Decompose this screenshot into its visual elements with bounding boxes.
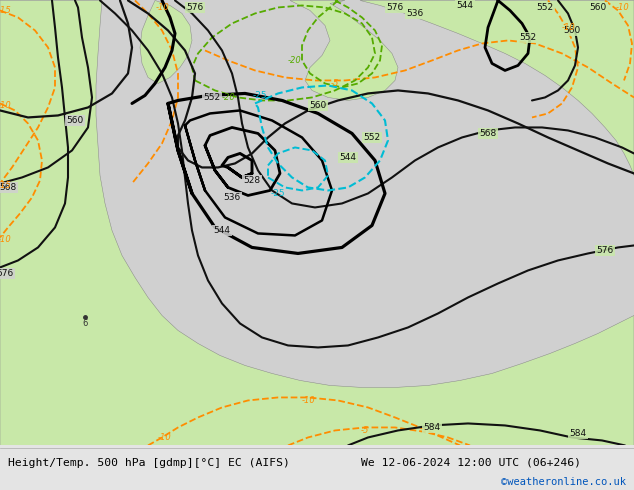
Text: 584: 584	[424, 423, 441, 432]
Text: 576: 576	[0, 269, 13, 278]
Polygon shape	[140, 0, 192, 83]
Ellipse shape	[75, 363, 81, 367]
Text: 560: 560	[309, 101, 327, 110]
Text: -25: -25	[253, 91, 268, 100]
Text: 552: 552	[204, 93, 221, 102]
Text: -10: -10	[0, 235, 12, 244]
Text: -15: -15	[0, 181, 12, 190]
Text: -25: -25	[271, 189, 285, 198]
Text: 528: 528	[243, 176, 261, 185]
Text: 552: 552	[536, 3, 553, 12]
Text: 6: 6	[82, 319, 87, 328]
Text: 544: 544	[214, 226, 231, 235]
Text: 576: 576	[186, 3, 204, 12]
Text: -10: -10	[615, 3, 629, 12]
Ellipse shape	[76, 344, 88, 352]
Text: 544: 544	[456, 1, 474, 10]
Polygon shape	[0, 0, 634, 445]
Text: Height/Temp. 500 hPa [gdmp][°C] EC (AIFS): Height/Temp. 500 hPa [gdmp][°C] EC (AIFS…	[8, 458, 290, 467]
Text: 568: 568	[479, 129, 496, 138]
Text: 536: 536	[406, 9, 424, 18]
Text: 560: 560	[590, 3, 607, 12]
Ellipse shape	[64, 355, 72, 360]
Text: -10: -10	[0, 101, 12, 110]
Polygon shape	[290, 0, 398, 100]
Text: -20: -20	[221, 93, 235, 102]
Text: -10: -10	[301, 396, 315, 405]
Text: 552: 552	[519, 33, 536, 42]
Text: -20: -20	[288, 56, 302, 65]
Text: 568: 568	[0, 183, 16, 192]
Text: ©weatheronline.co.uk: ©weatheronline.co.uk	[501, 477, 626, 487]
Text: -5: -5	[361, 426, 369, 435]
Text: -10: -10	[155, 3, 169, 12]
Text: -10: -10	[561, 23, 575, 32]
Text: 536: 536	[223, 193, 241, 202]
Text: We 12-06-2024 12:00 UTC (06+246): We 12-06-2024 12:00 UTC (06+246)	[361, 458, 581, 467]
Text: -10: -10	[158, 433, 172, 442]
Text: 576: 576	[386, 3, 404, 12]
Text: 560: 560	[67, 116, 84, 125]
Text: 576: 576	[597, 246, 614, 255]
Text: 552: 552	[363, 133, 380, 142]
Text: -5: -5	[331, 79, 339, 88]
Polygon shape	[360, 0, 634, 175]
Text: 560: 560	[564, 26, 581, 35]
Text: -15: -15	[0, 6, 12, 15]
Text: 544: 544	[339, 153, 356, 162]
Text: 584: 584	[569, 429, 586, 438]
